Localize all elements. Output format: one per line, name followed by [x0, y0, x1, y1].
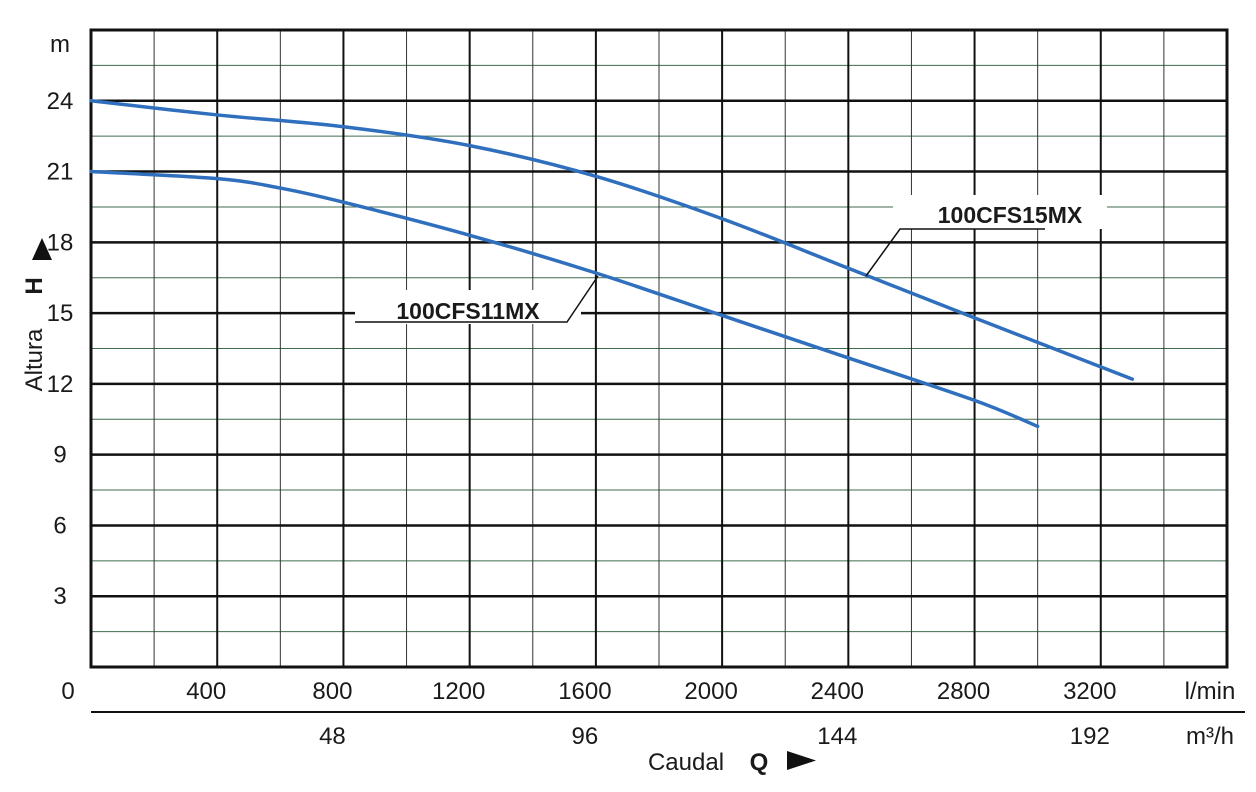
- y-tick-label: 9: [53, 442, 66, 469]
- y-tick-label: 15: [47, 300, 74, 327]
- series-line-100cfs15mx: [89, 99, 1135, 381]
- x2-tick-labels: 48 96 144 192: [319, 723, 1110, 750]
- x-tick-label: 1600: [558, 678, 611, 705]
- x-axis-label: Caudal: [648, 749, 724, 776]
- x-tick-label: 3200: [1063, 678, 1116, 705]
- y-unit-label: m: [50, 31, 70, 58]
- x2-tick-label: 96: [572, 723, 599, 750]
- x-tick-label: 2400: [811, 678, 864, 705]
- y-axis-symbol: H: [21, 277, 48, 294]
- x-axis-symbol: Q: [750, 749, 769, 776]
- series-label-100cfs15mx: 100CFS15MX: [938, 202, 1083, 228]
- y-tick-label: 3: [53, 583, 66, 610]
- series-label-background: [355, 290, 581, 324]
- series-label-leader: [355, 275, 599, 323]
- x2-tick-label: 192: [1070, 723, 1110, 750]
- y-tick-label: 21: [47, 159, 74, 186]
- y-tick-label: 6: [53, 512, 66, 539]
- x-axis-arrow-icon: [787, 751, 816, 770]
- origin-label: 0: [61, 678, 74, 705]
- x-tick-label: 2000: [684, 678, 737, 705]
- x-tick-labels: 400 800 1200 1600 2000 2400 2800 3200: [186, 678, 1116, 705]
- y-axis-arrow-icon: [32, 238, 52, 260]
- x-unit-label: l/min: [1185, 678, 1236, 705]
- y-tick-labels: 3 6 9 12 15 18 21 24: [47, 88, 74, 610]
- series-label-100cfs11mx: 100CFS11MX: [396, 298, 540, 324]
- y-tick-label: 18: [47, 229, 74, 256]
- series-label-leader: [865, 228, 1045, 277]
- y-axis-label: Altura: [21, 328, 48, 391]
- series-label-background: [893, 195, 1107, 229]
- x2-unit-label: m³/h: [1186, 723, 1234, 750]
- y-tick-label: 24: [47, 88, 74, 115]
- x-tick-label: 2800: [937, 678, 990, 705]
- major-grid: [91, 30, 1227, 667]
- x-tick-label: 800: [312, 678, 352, 705]
- x-tick-label: 1200: [432, 678, 485, 705]
- series-layer: 100CFS15MX 100CFS11MX: [89, 99, 1135, 429]
- x2-tick-label: 48: [319, 723, 346, 750]
- plot-frame: [89, 28, 1229, 669]
- y-tick-label: 12: [47, 371, 74, 398]
- x-tick-label: 400: [186, 678, 226, 705]
- x2-tick-label: 144: [817, 723, 857, 750]
- y-axis-title: Altura H: [21, 238, 52, 391]
- series-line-100cfs11mx: [89, 169, 1040, 429]
